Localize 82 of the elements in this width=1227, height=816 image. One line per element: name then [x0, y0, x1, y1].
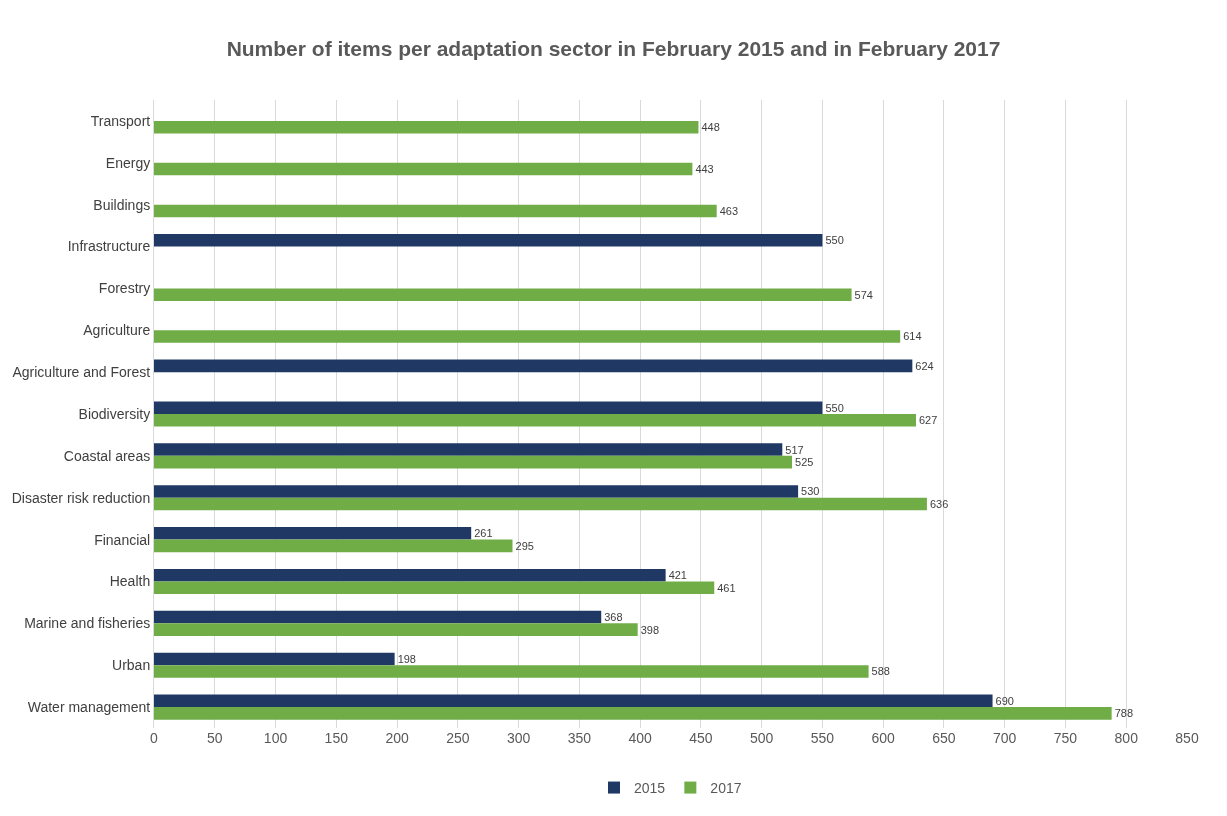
bar [154, 288, 852, 301]
x-tick-label: 50 [206, 730, 223, 746]
bar [154, 162, 693, 176]
bar [154, 694, 993, 708]
x-tick-label: 400 [628, 730, 653, 746]
bar [154, 455, 793, 469]
bar [154, 330, 901, 343]
bar [154, 581, 715, 595]
x-tick-label: 600 [871, 730, 896, 746]
x-tick-label: 0 [150, 730, 159, 746]
x-tick-label: 250 [446, 730, 470, 746]
bar [154, 120, 699, 134]
data-label: 517 [785, 443, 804, 456]
bar [154, 485, 799, 498]
bar [154, 497, 927, 511]
data-label: 788 [1114, 707, 1133, 720]
data-label: 627 [918, 414, 938, 427]
data-label: 421 [668, 569, 687, 582]
data-label: 448 [701, 121, 720, 134]
y-tick-label: Urban [112, 657, 151, 674]
y-tick-label: Forestry [98, 280, 151, 297]
x-tick-label: 100 [263, 730, 288, 746]
bar [154, 233, 823, 247]
bar [154, 623, 638, 636]
x-tick-label: 350 [567, 730, 592, 746]
data-label: 443 [695, 163, 714, 176]
bar [154, 401, 823, 414]
data-label: 368 [604, 610, 623, 623]
bar [154, 539, 513, 553]
y-tick-label: Water management [27, 698, 151, 715]
data-label: 398 [640, 623, 660, 636]
y-tick-label: Buildings [93, 196, 151, 213]
legend-label: 2015 [634, 780, 666, 797]
y-tick-label: Disaster risk reduction [11, 489, 151, 506]
data-label: 636 [929, 497, 949, 510]
x-tick-label: 300 [506, 730, 531, 746]
bar [154, 665, 869, 678]
y-tick-label: Financial [94, 531, 151, 548]
x-tick-label: 800 [1114, 730, 1139, 746]
data-label: 295 [515, 539, 534, 552]
x-tick-label: 450 [689, 730, 713, 746]
data-label: 574 [854, 288, 873, 301]
y-tick-label: Transport [90, 112, 151, 129]
data-label: 550 [825, 234, 844, 247]
x-tick-label: 750 [1053, 730, 1078, 746]
data-label: 588 [871, 665, 890, 678]
data-label: 690 [995, 694, 1014, 707]
bar [154, 359, 913, 373]
data-label: 261 [474, 527, 493, 540]
data-label: 463 [719, 204, 739, 217]
bar [154, 414, 916, 427]
bar [154, 443, 783, 456]
data-label: 525 [795, 456, 814, 469]
bar [154, 610, 602, 624]
data-label: 461 [717, 581, 736, 594]
y-tick-label: Infrastructure [67, 238, 151, 255]
chart-title: Number of items per adaptation sector in February 2015 and in February 2017 [226, 36, 1001, 60]
x-tick-label: 550 [810, 730, 835, 746]
y-tick-label: Energy [105, 154, 151, 171]
x-tick-label: 850 [1175, 730, 1199, 746]
bar [154, 652, 395, 666]
y-tick-label: Biodiversity [78, 405, 151, 422]
data-label: 530 [801, 485, 820, 498]
x-tick-label: 650 [932, 730, 956, 746]
bar [154, 527, 472, 540]
y-tick-label: Coastal areas [63, 447, 151, 464]
x-tick-label: 700 [993, 730, 1017, 746]
y-tick-label: Agriculture and Forest [12, 364, 151, 381]
legend-label: 2017 [710, 780, 742, 797]
x-tick-label: 500 [749, 730, 774, 746]
y-tick-label: Agriculture [83, 322, 151, 339]
x-tick-label: 150 [324, 730, 349, 746]
data-label: 198 [397, 652, 416, 665]
data-label: 624 [915, 359, 934, 372]
data-label: 550 [825, 401, 844, 414]
y-tick-label: Health [109, 573, 151, 590]
data-label: 614 [903, 330, 922, 343]
y-tick-label: Marine and fisheries [24, 615, 151, 632]
x-tick-label: 200 [385, 730, 409, 746]
bar [154, 204, 717, 218]
bar [154, 568, 666, 582]
bar [154, 707, 1112, 720]
